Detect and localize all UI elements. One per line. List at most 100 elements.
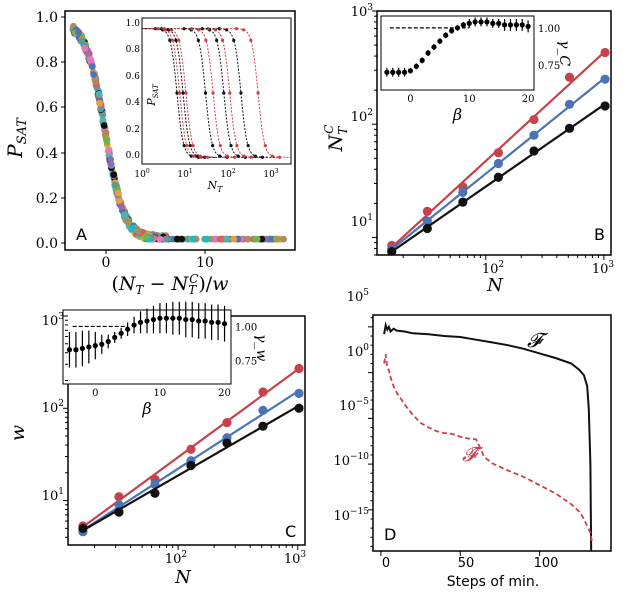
point-red bbox=[114, 492, 124, 502]
inset-point bbox=[443, 32, 449, 38]
inset-point bbox=[137, 319, 144, 325]
a-inset-point bbox=[228, 91, 232, 95]
panel-c: 103 102 101 102 103 N w C 0 10 20 0.75 1.00 β… bbox=[7, 301, 306, 588]
a-point bbox=[222, 235, 230, 243]
a-point bbox=[253, 235, 261, 243]
a-inset-frame bbox=[141, 17, 292, 165]
a-inset-point bbox=[178, 91, 182, 95]
point-red bbox=[422, 206, 432, 216]
inset-point bbox=[490, 20, 496, 26]
a-inset-point bbox=[206, 27, 210, 31]
d-ytick-m10: 10−10 bbox=[333, 452, 369, 469]
a-inset-point bbox=[182, 144, 186, 148]
inset-point bbox=[466, 20, 472, 26]
inset-xtick: 0 bbox=[92, 388, 98, 399]
point-red bbox=[564, 72, 575, 82]
b-ytick-10: 101 bbox=[351, 213, 373, 230]
a-inset-point bbox=[175, 91, 179, 95]
inset-point bbox=[478, 19, 484, 25]
point-red bbox=[258, 387, 268, 397]
a-inset-point bbox=[263, 144, 267, 148]
panel-b-inset: 0 10 20 0.75 1.00 β γ_C bbox=[380, 15, 572, 124]
a-point bbox=[104, 147, 112, 155]
inset-point bbox=[150, 316, 157, 323]
d-ytick-m5: 10−5 bbox=[339, 397, 369, 414]
point-black bbox=[493, 172, 504, 182]
point-black bbox=[387, 247, 397, 255]
point-blue bbox=[564, 99, 575, 109]
a-point bbox=[134, 227, 141, 235]
inset-point bbox=[144, 318, 150, 324]
panel-a: 0 10 1.0 0.8 0.6 0.4 0.2 0.0 (NT − NTC)/… bbox=[3, 10, 296, 297]
a-inset-point bbox=[191, 144, 195, 148]
a-inset-point bbox=[170, 38, 175, 42]
a-inset-point bbox=[177, 38, 181, 42]
a-point bbox=[87, 55, 94, 63]
a-inset-point bbox=[174, 38, 178, 42]
point-red bbox=[600, 47, 610, 58]
point-red bbox=[186, 444, 196, 454]
a-point bbox=[103, 138, 111, 146]
a-ytick-0: 0.0 bbox=[36, 236, 58, 252]
a-point bbox=[107, 160, 115, 168]
d-legend-f: 𝓕 bbox=[527, 328, 549, 352]
a-inset-curve bbox=[202, 28, 280, 158]
point-black bbox=[458, 197, 468, 207]
a-inset-point bbox=[242, 28, 246, 32]
inset-point bbox=[118, 330, 124, 336]
panel-b-label: B bbox=[594, 225, 605, 244]
panel-d: 10−15 10−10 10−5 100 105 0 50 100 Steps … bbox=[333, 288, 612, 590]
inset-point bbox=[196, 318, 202, 324]
ai-ytick-0.4: 0.4 bbox=[126, 98, 141, 108]
a-xlabel: (NT − NTC)/w bbox=[112, 272, 229, 297]
a-inset-point bbox=[168, 38, 172, 42]
a-point bbox=[116, 197, 123, 204]
inset-ylabel: γ_C bbox=[556, 40, 572, 66]
a-point bbox=[91, 77, 99, 85]
a-inset-point bbox=[218, 154, 222, 158]
a-ytick-0.8: 0.8 bbox=[36, 55, 58, 71]
inset-point bbox=[407, 68, 414, 74]
a-point bbox=[163, 235, 171, 243]
a-inset-point bbox=[225, 154, 230, 158]
c-xlabel: N bbox=[174, 567, 192, 588]
panel-b: 103 102 101 102 103 N NTC B 0 10 200.751.0… bbox=[322, 3, 614, 296]
inset-point bbox=[513, 22, 519, 28]
inset-point bbox=[202, 318, 208, 324]
a-inset-point bbox=[181, 91, 185, 95]
inset-point bbox=[131, 322, 137, 328]
a-inset-point bbox=[249, 155, 253, 159]
inset-point bbox=[460, 22, 466, 28]
b-xlabel: N bbox=[486, 275, 504, 296]
point-black bbox=[600, 101, 610, 111]
a-point bbox=[96, 99, 103, 107]
c-ytick-100: 102 bbox=[42, 399, 64, 416]
point-blue bbox=[600, 74, 610, 84]
ai-xtick-100: 102 bbox=[220, 168, 235, 180]
inset-point bbox=[99, 341, 105, 347]
inset-point bbox=[507, 22, 514, 28]
inset-point bbox=[472, 19, 478, 25]
inset-point bbox=[125, 326, 131, 332]
a-inset-point bbox=[198, 154, 202, 158]
point-black bbox=[222, 438, 232, 448]
a-point bbox=[121, 211, 129, 219]
d-legend-fhat: 𝓕̂ bbox=[462, 442, 484, 466]
inset-xlabel: β bbox=[452, 105, 462, 124]
b-ytick-1000: 103 bbox=[351, 3, 374, 20]
inset-xtick: 20 bbox=[218, 388, 231, 399]
point-red bbox=[294, 363, 304, 374]
a-point bbox=[78, 37, 86, 45]
inset-point bbox=[425, 50, 431, 56]
panel-d-label: D bbox=[384, 525, 396, 544]
a-point bbox=[203, 235, 211, 243]
a-inset-point bbox=[203, 91, 208, 95]
inset-point bbox=[484, 19, 490, 25]
inset-point bbox=[496, 20, 502, 26]
panel-c-series bbox=[78, 363, 304, 537]
a-inset-point bbox=[222, 91, 226, 95]
inset-point bbox=[413, 63, 419, 69]
point-red bbox=[529, 114, 539, 125]
d-xlabel: Steps of min. bbox=[447, 574, 539, 590]
point-black bbox=[422, 223, 432, 234]
